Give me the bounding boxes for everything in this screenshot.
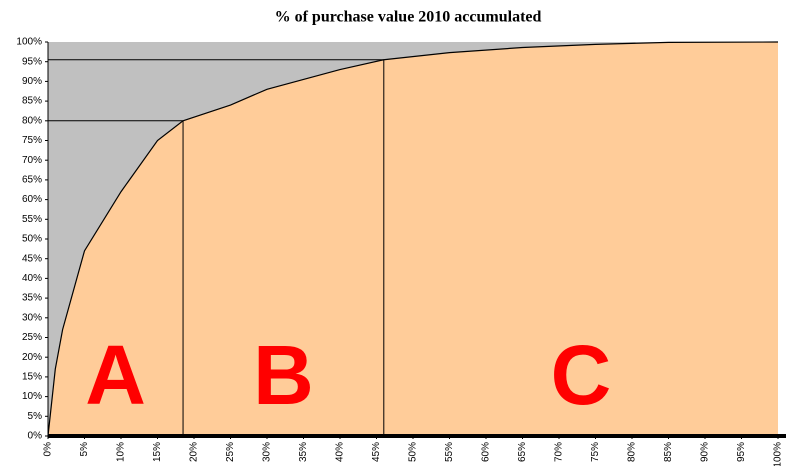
y-tick-label: 5% — [28, 411, 43, 422]
x-tick-label: 55% — [444, 442, 455, 462]
x-tick-label: 45% — [371, 442, 382, 462]
y-tick-label: 40% — [22, 273, 42, 284]
y-tick-label: 95% — [22, 56, 42, 67]
y-tick-label: 0% — [28, 431, 43, 442]
x-tick-label: 35% — [298, 442, 309, 462]
x-tick-label: 90% — [700, 442, 711, 462]
x-tick-label: 85% — [663, 442, 674, 462]
x-tick-label: 5% — [79, 442, 90, 457]
y-tick-label: 75% — [22, 135, 42, 146]
y-tick-label: 100% — [16, 37, 42, 48]
y-tick-label: 65% — [22, 175, 42, 186]
x-tick-label: 0% — [43, 442, 54, 457]
x-tick-label: 80% — [627, 442, 638, 462]
curve — [47, 41, 779, 437]
x-tick-label: 25% — [225, 442, 236, 462]
y-tick-label: 30% — [22, 312, 42, 323]
area-fill — [48, 42, 778, 436]
chart-title: % of purchase value 2010 accumulated — [275, 9, 542, 26]
y-tick-label: 20% — [22, 352, 42, 363]
x-tick-label: 65% — [517, 442, 528, 462]
y-tick-label: 55% — [22, 214, 42, 225]
y-tick-label: 60% — [22, 194, 42, 205]
y-tick-label: 10% — [22, 391, 42, 402]
y-tick-label: 80% — [22, 115, 42, 126]
x-tick-label: 15% — [152, 442, 163, 462]
x-tick-label: 10% — [116, 442, 127, 462]
x-tick-label: 60% — [481, 442, 492, 462]
zone-label: B — [253, 328, 314, 422]
x-tick-label: 50% — [408, 442, 419, 462]
y-tick-label: 70% — [22, 155, 42, 166]
y-tick-label: 85% — [22, 96, 42, 107]
x-tick-label: 95% — [736, 442, 747, 462]
x-tick-label: 30% — [262, 442, 273, 462]
y-tick-label: 50% — [22, 234, 42, 245]
y-tick-label: 45% — [22, 253, 42, 264]
x-tick-label: 70% — [554, 442, 565, 462]
x-tick-label: 40% — [335, 442, 346, 462]
y-tick-label: 15% — [22, 372, 42, 383]
y-tick-label: 35% — [22, 293, 42, 304]
y-tick-label: 90% — [22, 76, 42, 87]
y-tick-label: 25% — [22, 332, 42, 343]
x-tick-label: 20% — [189, 442, 200, 462]
x-tick-label: 75% — [590, 442, 601, 462]
zone-label: A — [85, 328, 146, 422]
x-tick-label: 100% — [773, 442, 784, 466]
zone-label: C — [551, 328, 612, 422]
